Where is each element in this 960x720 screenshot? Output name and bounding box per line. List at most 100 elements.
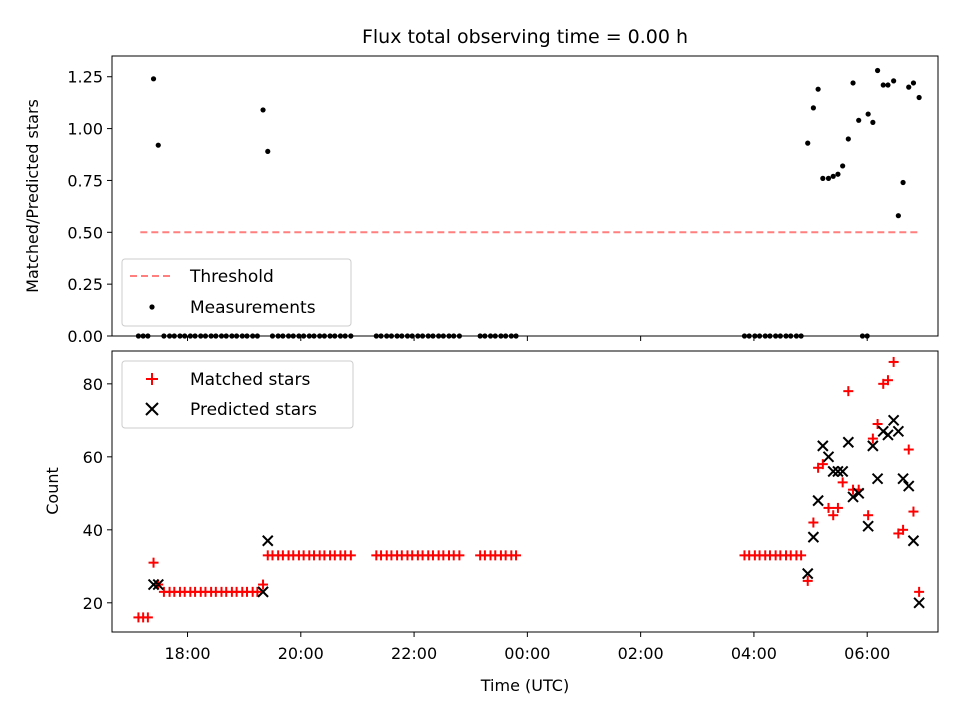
bottom-y-tick-label: 80 (83, 375, 103, 394)
top-y-tick-label: 0.25 (67, 275, 103, 294)
measurement-point (840, 163, 846, 169)
top-y-tick-label: 1.00 (67, 120, 103, 139)
matched-star-point (832, 502, 843, 513)
predicted-star-point (913, 597, 925, 609)
measurements-legend-swatch (149, 304, 155, 310)
measurement-point (885, 82, 891, 88)
top-x-ticks (187, 336, 868, 341)
matched-star-point (908, 506, 919, 517)
top-y-tick-label: 0.75 (67, 171, 103, 190)
matched-star-point (454, 550, 465, 561)
measurement-point (825, 175, 832, 181)
measurements-legend-label: Measurements (190, 298, 316, 318)
top-y-tick-label: 0.50 (67, 223, 103, 242)
top-legend: Threshold Measurements (121, 258, 352, 327)
x-tick-label: 20:00 (278, 644, 324, 663)
top-y-tick-label: 1.25 (67, 68, 103, 87)
predicted-star-point (802, 567, 814, 580)
measurement-point (916, 94, 922, 101)
measurement-point (906, 84, 912, 90)
bottom-plot-area (133, 356, 925, 623)
matched-star-point (511, 550, 522, 561)
x-axis-label: Time (UTC) (480, 676, 569, 695)
top-y-axis-label: Matched/Predicted stars (23, 99, 42, 293)
top-axes-frame (111, 55, 939, 337)
predicted-star-point (147, 578, 160, 591)
top-panel: 0.00 0.25 0.50 0.75 1.00 1.25 Matched/Predict… (23, 55, 939, 346)
matched-star-point (817, 459, 828, 470)
measurement-point (891, 78, 897, 84)
x-tick-label: 22:00 (391, 644, 437, 663)
predicted-star-point (903, 480, 915, 492)
predicted-star-point (822, 451, 835, 463)
matched-star-point (148, 557, 159, 568)
predicted-star-point (832, 465, 844, 478)
predicted-star-point (817, 440, 829, 452)
matched-star-point (796, 550, 807, 561)
matched-star-point (903, 444, 914, 455)
predicted-star-point (892, 425, 905, 437)
matched-star-point (808, 517, 819, 528)
predicted-star-point (262, 535, 274, 547)
measurement-point (856, 117, 862, 123)
bottom-y-tick-label: 40 (83, 521, 103, 540)
bottom-legend: Matched stars Predicted stars (121, 360, 354, 429)
bottom-y-tick-label: 60 (83, 448, 103, 467)
predicted-star-point (852, 487, 865, 500)
bottom-legend-box (121, 360, 354, 429)
measurement-point (874, 67, 881, 74)
matched-star-point (823, 502, 834, 513)
predicted-star-point (887, 414, 900, 427)
measurement-point (865, 111, 871, 117)
measurement-point (260, 107, 266, 113)
bottom-panel: 20 40 60 80 18:00 20:00 22:00 00:00 02:00 04:00 0… (43, 350, 939, 695)
measurement-point (810, 105, 816, 111)
x-tick-label: 04:00 (731, 644, 777, 663)
measurement-point (870, 119, 876, 125)
matched-star-point (258, 579, 269, 590)
predicted-star-point (907, 535, 920, 547)
matched-legend-label: Matched stars (190, 370, 310, 390)
measurement-point (900, 179, 906, 186)
bottom-axes-frame (111, 350, 939, 633)
threshold-legend-label: Threshold (189, 267, 274, 287)
matched-star-point (914, 586, 925, 597)
predicted-star-point (842, 436, 855, 448)
predicted-star-point (847, 491, 859, 503)
predicted-star-point (882, 429, 894, 441)
measurement-point (895, 213, 901, 219)
predicted-star-point (807, 531, 820, 543)
predicted-star-point (871, 473, 884, 485)
measurement-point (815, 86, 821, 92)
x-tick-label: 00:00 (504, 644, 550, 663)
matched-star-point (837, 477, 848, 488)
top-y-tick-label: 0.00 (67, 327, 103, 346)
top-chart-title: Flux total observing time = 0.00 h (362, 26, 688, 48)
measurement-point (845, 136, 851, 142)
matched-star-point (867, 433, 878, 444)
matched-star-point (843, 386, 854, 397)
predicted-star-point (152, 578, 164, 591)
matched-star-point (863, 510, 874, 521)
predicted-legend-label: Predicted stars (190, 400, 317, 420)
matched-star-point (882, 375, 893, 386)
measurement-point (910, 80, 917, 86)
bottom-y-axis-label: Count (43, 467, 62, 515)
matched-star-point (345, 550, 356, 561)
measurement-point (820, 175, 826, 181)
measurement-point (155, 142, 161, 148)
predicted-star-point (257, 586, 269, 598)
matched-star-point (888, 356, 899, 367)
matched-star-point (872, 418, 883, 429)
matched-legend-swatch (146, 373, 158, 385)
predicted-star-point (862, 520, 874, 532)
measurement-point (830, 173, 836, 179)
predicted-star-point (867, 440, 879, 452)
predicted-legend-swatch (145, 402, 159, 416)
matched-star-point (252, 586, 263, 597)
measurement-point (805, 140, 811, 146)
bottom-y-axis: 20 40 60 80 (83, 375, 112, 613)
matched-star-point (828, 510, 839, 521)
predicted-star-point (897, 473, 909, 485)
